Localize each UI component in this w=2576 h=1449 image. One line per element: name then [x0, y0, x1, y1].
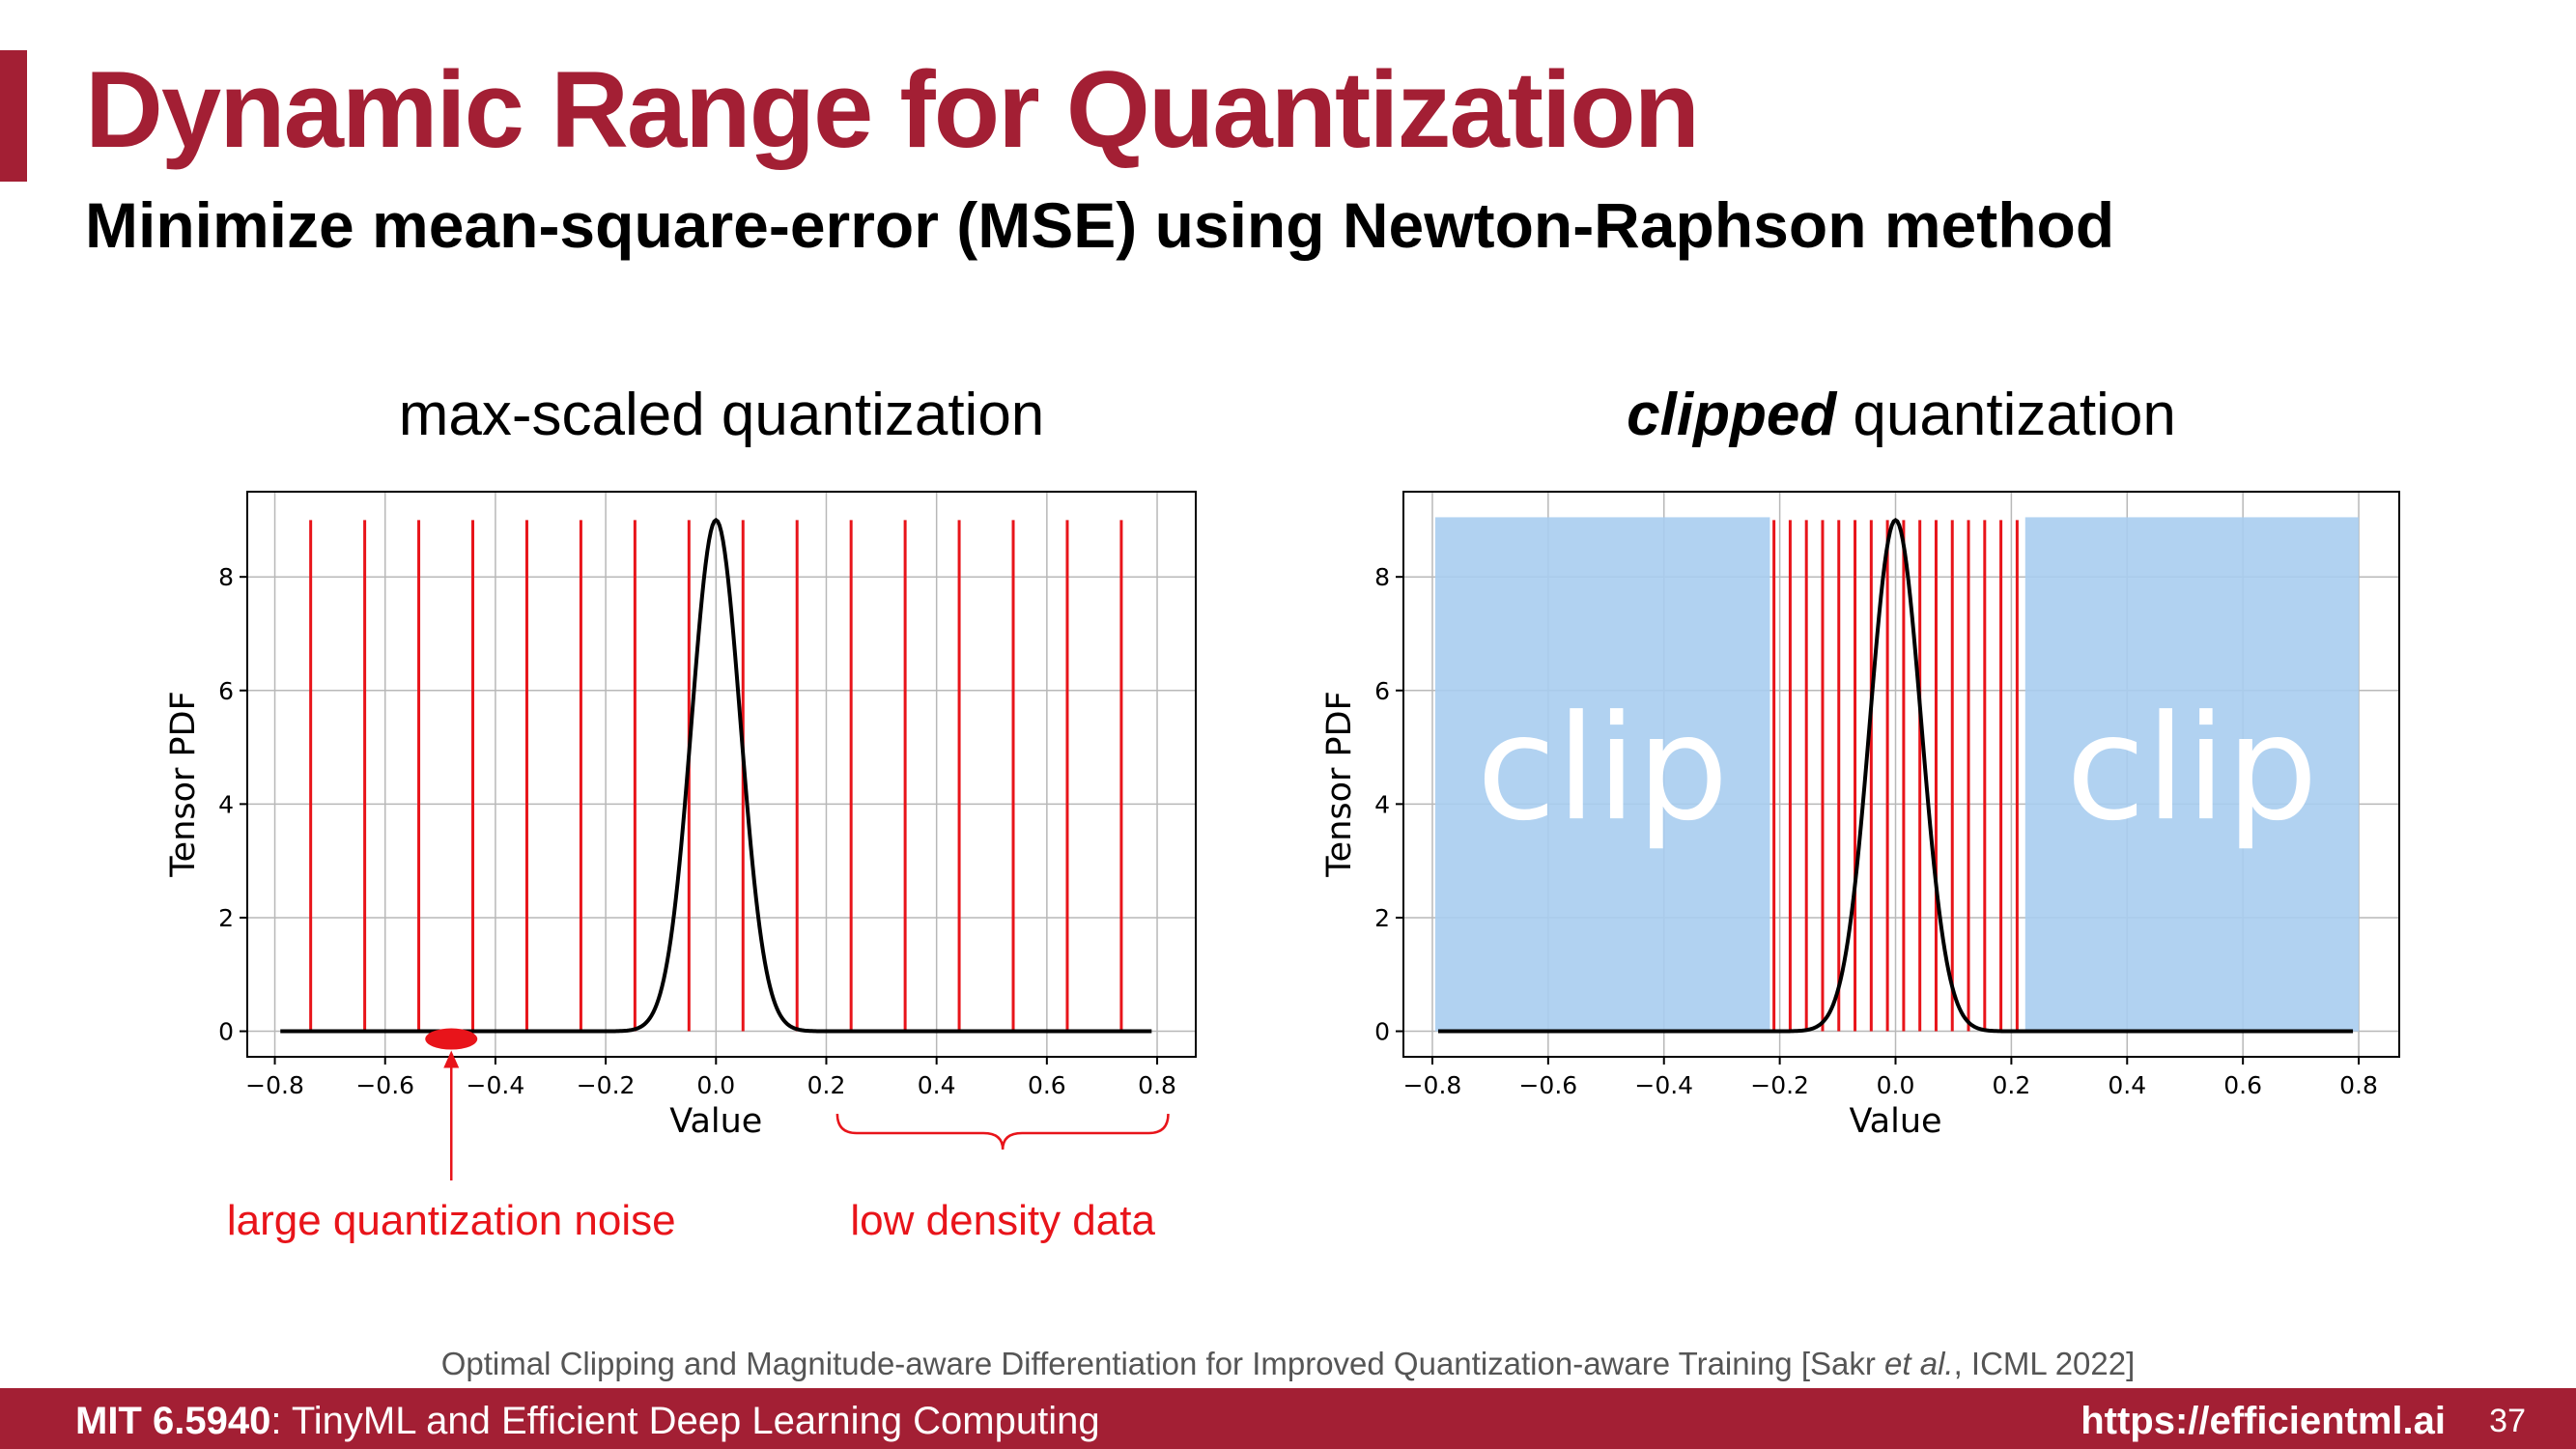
clip-region-label: clip — [2066, 685, 2318, 853]
density-label: low density data — [850, 1197, 1155, 1244]
page-number: 37 — [2489, 1403, 2526, 1439]
footer-url-link[interactable]: https://efficientml.ai — [2081, 1400, 2446, 1442]
y-tick-label: 6 — [218, 677, 234, 705]
x-tick-label: −0.6 — [355, 1071, 414, 1099]
y-axis-label: Tensor PDF — [164, 691, 203, 878]
y-axis-label: Tensor PDF — [1320, 691, 1359, 878]
footer-bar: MIT 6.5940: TinyML and Efficient Deep Le… — [0, 1388, 2576, 1449]
chart-title: max-scaled quantization — [399, 382, 1045, 448]
chart-1: max-scaled quantization −0.8 −0.6 −0.4 −0.2 0… — [164, 382, 1197, 1244]
plot-frame — [1402, 491, 2400, 1058]
x-axis-label: Value — [669, 1102, 762, 1141]
x-tick-label: −0.4 — [467, 1071, 525, 1099]
course-code: MIT 6.5940 — [75, 1400, 271, 1442]
x-tick-label: 0.4 — [918, 1071, 956, 1099]
y-tick-label: 2 — [218, 904, 234, 932]
x-tick-label: 0.6 — [2223, 1071, 2262, 1099]
citation: Optimal Clipping and Magnitude-aware Dif… — [0, 1346, 2576, 1382]
title-accent-bar — [0, 50, 27, 182]
plot-frame — [246, 491, 1197, 1058]
chart-title-emphasis: clipped — [1627, 382, 1837, 448]
x-tick-label: 0.2 — [807, 1071, 846, 1099]
charts-canvas: max-scaled quantization −0.8 −0.6 −0.4 −0.2 0… — [164, 382, 2400, 1244]
y-tick-label: 6 — [1374, 677, 1390, 705]
chart-2: clipped quantization clip clip −0.8 −0.6 −0.4… — [1320, 382, 2400, 1141]
tensor-pdf-curve — [280, 517, 1152, 1034]
chart-title: clipped quantization — [1627, 382, 2176, 448]
y-tick-label: 8 — [218, 563, 234, 591]
noise-arrow-head — [443, 1050, 460, 1068]
chart-title-text: quantization — [1836, 382, 2176, 448]
slide-subtitle: Minimize mean-square-error (MSE) using N… — [85, 189, 2115, 261]
x-tick-label: 0.4 — [2108, 1071, 2146, 1099]
x-axis-label: Value — [1849, 1102, 1941, 1141]
y-tick-label: 4 — [1374, 790, 1390, 818]
clip-region-label: clip — [1477, 685, 1729, 853]
y-tick-label: 0 — [218, 1018, 234, 1046]
citation-text: Optimal Clipping and Magnitude-aware Dif… — [440, 1346, 1885, 1381]
x-tick-label: −0.6 — [1518, 1071, 1577, 1099]
x-tick-label: −0.4 — [1634, 1071, 1693, 1099]
y-tick-label: 4 — [218, 790, 234, 818]
citation-suffix: , ICML 2022] — [1953, 1346, 2136, 1381]
noise-marker — [425, 1028, 478, 1050]
density-brace — [835, 1113, 1170, 1151]
x-tick-label: −0.2 — [1750, 1071, 1809, 1099]
x-tick-label: 0.8 — [2339, 1071, 2378, 1099]
course-name: : TinyML and Efficient Deep Learning Com… — [270, 1400, 1100, 1442]
x-tick-label: −0.2 — [577, 1071, 636, 1099]
x-tick-label: 0.0 — [696, 1071, 735, 1099]
y-tick-label: 8 — [1374, 563, 1390, 591]
x-tick-label: −0.8 — [245, 1071, 304, 1099]
noise-label: large quantization noise — [227, 1197, 676, 1244]
x-tick-label: 0.6 — [1028, 1071, 1066, 1099]
y-tick-label: 2 — [1374, 904, 1390, 932]
citation-italic: et al. — [1884, 1346, 1954, 1381]
clip-region-2 — [2024, 517, 2360, 1032]
y-tick-label: 0 — [1374, 1018, 1390, 1046]
x-tick-label: −0.8 — [1403, 1071, 1462, 1099]
tensor-pdf-curve — [1437, 517, 2354, 1034]
clip-region-1 — [1434, 517, 1770, 1032]
x-tick-label: 0.0 — [1877, 1071, 1915, 1099]
slide-title: Dynamic Range for Quantization — [85, 49, 1700, 170]
x-tick-label: 0.2 — [1993, 1071, 2031, 1099]
x-tick-label: 0.8 — [1138, 1071, 1176, 1099]
footer-course: MIT 6.5940: TinyML and Efficient Deep Le… — [75, 1400, 1100, 1443]
chart-title-text: max-scaled quantization — [399, 382, 1045, 448]
